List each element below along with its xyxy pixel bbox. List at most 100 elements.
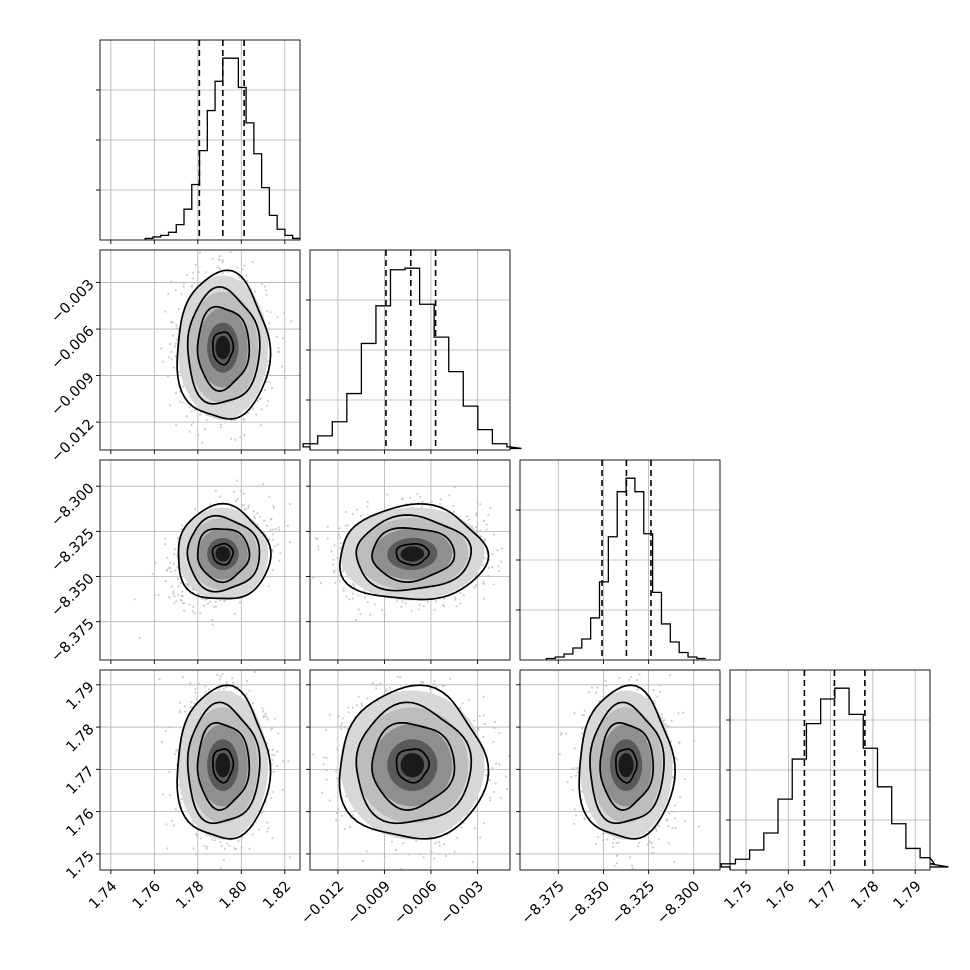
sample-point xyxy=(274,544,277,547)
sample-point xyxy=(191,285,194,288)
sample-point xyxy=(219,840,222,843)
sample-point xyxy=(219,675,222,678)
sample-point xyxy=(257,400,260,403)
sample-point xyxy=(282,760,285,763)
sample-point xyxy=(255,413,258,416)
sample-point xyxy=(233,419,237,422)
sample-point xyxy=(482,519,486,523)
sample-point xyxy=(459,602,462,605)
sample-point xyxy=(247,506,250,509)
sample-point xyxy=(207,688,211,691)
density-2-0 xyxy=(133,479,291,640)
sample-point xyxy=(243,264,246,267)
sample-point xyxy=(220,844,223,848)
sample-point xyxy=(211,257,214,260)
sample-point xyxy=(277,351,280,354)
sample-point xyxy=(271,533,274,536)
sample-point xyxy=(167,566,170,570)
sample-point xyxy=(231,677,234,680)
sample-point xyxy=(174,569,177,572)
sample-point xyxy=(479,535,482,538)
sample-point xyxy=(211,623,214,626)
sample-point xyxy=(174,289,177,292)
sample-point xyxy=(188,430,192,433)
sample-point xyxy=(160,347,163,350)
sample-point xyxy=(330,550,333,553)
sample-point xyxy=(242,492,245,495)
sample-point xyxy=(208,654,210,656)
density-3-0 xyxy=(158,654,291,870)
sample-point xyxy=(183,609,186,612)
panel-2-1 xyxy=(306,459,540,664)
sample-point xyxy=(441,604,445,607)
sample-point xyxy=(190,706,193,709)
sample-point xyxy=(267,399,270,402)
sample-point xyxy=(288,503,291,506)
sample-point xyxy=(246,680,249,683)
panel-3-0: 1.751.761.771.781.791.74 1.76 1.78 1.80 1.82 xyxy=(64,654,301,912)
sample-point xyxy=(271,790,274,793)
sample-point xyxy=(234,499,238,502)
sample-point xyxy=(339,542,342,545)
sample-point xyxy=(395,600,399,603)
sample-point xyxy=(246,280,249,283)
sample-point xyxy=(237,276,240,279)
sample-point xyxy=(172,590,175,593)
sample-point xyxy=(482,582,485,586)
sample-point xyxy=(181,524,184,527)
sample-point xyxy=(234,438,237,441)
sample-point xyxy=(276,316,279,319)
sample-point xyxy=(185,415,188,418)
sample-point xyxy=(229,437,233,440)
sample-point xyxy=(351,592,354,595)
sample-point xyxy=(187,585,190,589)
sample-point xyxy=(221,261,224,264)
sample-point xyxy=(492,583,495,586)
sample-point xyxy=(262,810,265,813)
sample-point xyxy=(237,839,240,843)
sample-point xyxy=(251,260,254,263)
sample-point xyxy=(401,497,404,500)
y-tick-label: −0.003 xyxy=(48,277,97,326)
sample-point xyxy=(194,698,198,701)
sample-point xyxy=(157,593,160,597)
sample-point xyxy=(221,673,224,676)
sample-point xyxy=(244,508,247,511)
sample-point xyxy=(474,526,477,529)
sample-point xyxy=(538,578,540,580)
sample-point xyxy=(260,408,263,411)
sample-point xyxy=(204,598,207,601)
sample-point xyxy=(173,548,176,551)
sample-point xyxy=(182,285,185,288)
sample-point xyxy=(352,583,355,587)
sample-point xyxy=(214,605,218,608)
sample-point xyxy=(485,523,488,526)
sample-point xyxy=(357,608,360,611)
sample-point xyxy=(263,519,266,522)
sample-point xyxy=(154,561,157,564)
sample-point xyxy=(193,408,196,411)
sample-point xyxy=(274,527,277,531)
sample-point xyxy=(333,569,336,572)
contour-3 xyxy=(211,542,235,566)
sample-point xyxy=(282,337,285,340)
sample-point xyxy=(363,590,366,593)
sample-point xyxy=(181,676,184,679)
sample-point xyxy=(501,547,504,550)
sample-point xyxy=(133,598,136,601)
panel-0-0 xyxy=(96,39,301,244)
sample-point xyxy=(317,548,320,551)
sample-point xyxy=(344,510,347,513)
sample-point xyxy=(454,486,457,489)
sample-point xyxy=(239,436,242,439)
sample-point xyxy=(166,569,169,572)
sample-point xyxy=(241,268,244,271)
sample-point xyxy=(483,597,486,600)
contour-0 xyxy=(176,269,272,420)
sample-point xyxy=(498,570,501,573)
sample-point xyxy=(175,600,178,603)
sample-point xyxy=(169,570,173,573)
sample-point xyxy=(208,244,210,246)
sample-point xyxy=(219,663,221,665)
sample-point xyxy=(277,526,280,529)
